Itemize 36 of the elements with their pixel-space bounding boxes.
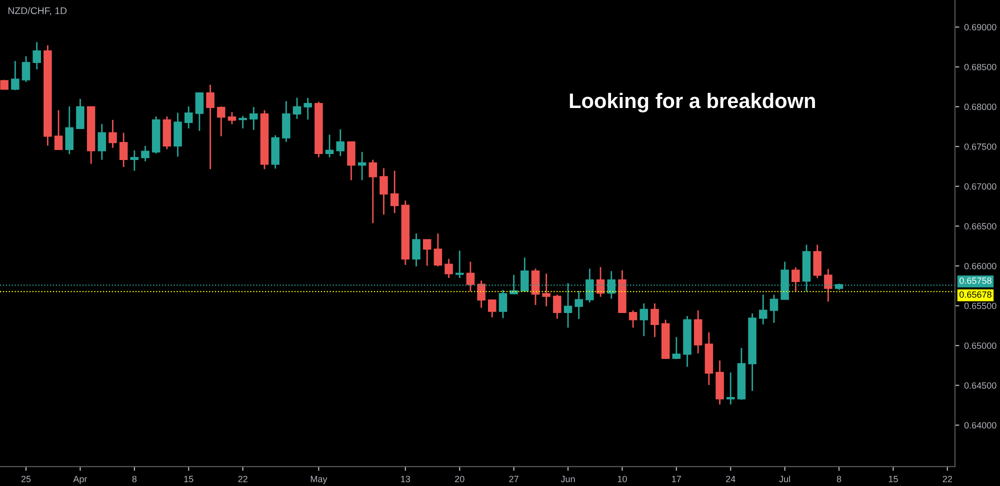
x-tick-label: Apr [73, 476, 88, 484]
candlestick [304, 97, 312, 120]
y-tick-label: 0.69000 [964, 24, 996, 30]
y-tick-label: 0.65000 [964, 342, 996, 349]
x-tick-label: 15 [888, 476, 898, 482]
candlestick [228, 111, 236, 125]
x-tick-label: 17 [672, 476, 681, 482]
text: NZD/CHF, 1D [8, 7, 67, 16]
ref-line-label: 0.65758 [960, 277, 992, 284]
y-tick-label: 0.67500 [964, 143, 996, 150]
x-tick-label: 25 [21, 476, 31, 482]
candlestick [574, 290, 583, 320]
y-tick-label: 0.64000 [964, 422, 996, 429]
ref-line-label: 0.65678 [960, 291, 992, 298]
y-tick-label: 0.68000 [964, 104, 996, 110]
x-tick-label: 22 [942, 476, 952, 482]
x-tick-label: Jun [560, 476, 575, 482]
x-tick-label: 27 [509, 476, 518, 482]
y-tick-label: 0.65500 [964, 302, 996, 310]
x-tick-label: Jul [779, 476, 790, 482]
annotation: Looking for a breakdown [570, 92, 815, 112]
x-tick-label: 8 [132, 476, 137, 482]
y-tick-label: 0.67000 [964, 183, 996, 190]
x-tick-label: 20 [455, 476, 464, 482]
x-tick-label: 22 [238, 476, 248, 482]
x-tick-label: 13 [401, 476, 410, 482]
y-tick-label: 0.66000 [964, 262, 996, 270]
y-tick-label: 0.68500 [964, 64, 996, 70]
candlestick [542, 272, 550, 307]
y-tick-label: 0.66500 [964, 223, 996, 230]
x-tick-label: 15 [184, 476, 194, 482]
x-tick-label: 10 [618, 476, 627, 482]
x-tick-label: 8 [836, 476, 842, 482]
x-tick-label: May [310, 476, 328, 484]
x-tick-label: 24 [726, 476, 736, 482]
y-tick-label: 0.64500 [964, 382, 996, 389]
